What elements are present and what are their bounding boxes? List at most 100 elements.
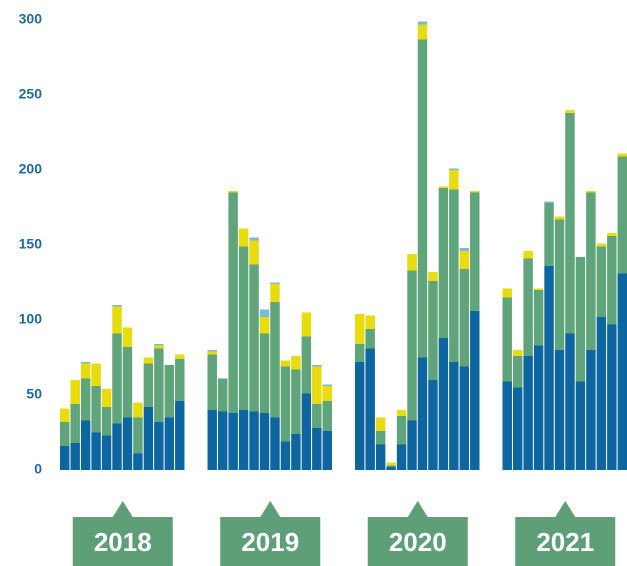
year-badge (220, 501, 321, 566)
bar-segment (143, 357, 154, 364)
bar-segment (112, 306, 122, 334)
bar-segment (365, 315, 375, 329)
group-label: 2020 (389, 527, 447, 557)
bar-segment (386, 465, 396, 467)
bar-segment (322, 386, 332, 401)
bar-segment (438, 338, 449, 470)
bar-segment (228, 192, 238, 413)
bar-segment (407, 254, 417, 271)
bar-segment (523, 258, 533, 356)
bar-segment (607, 233, 617, 236)
year-badge (72, 501, 173, 566)
bar-segment (544, 203, 554, 266)
bar-segment (586, 191, 596, 193)
bar-segment (312, 428, 322, 470)
y-tick-label: 200 (19, 161, 43, 177)
bar-segment (617, 153, 627, 157)
bar-segment (449, 168, 459, 170)
bar-segment (143, 407, 154, 470)
bar-segment (164, 365, 175, 418)
bar-segment (607, 324, 617, 470)
bar-segment (175, 354, 185, 359)
bar-segment (533, 345, 544, 470)
bar-segment (101, 407, 112, 436)
bar-segment (417, 21, 428, 25)
year-badge (515, 501, 616, 566)
bar-segment (291, 369, 301, 434)
bar-segment (207, 350, 217, 352)
y-tick-label: 250 (19, 86, 43, 102)
bar-segment (396, 444, 407, 470)
bar-segment (301, 393, 312, 470)
bar-segment (238, 228, 249, 247)
bar-segment (122, 327, 133, 347)
bar-segment (502, 297, 512, 382)
bar-segment (470, 192, 480, 311)
bar-segment (470, 191, 480, 193)
y-tick-label: 150 (19, 236, 43, 252)
group-label: 2018 (94, 527, 152, 557)
bar-segment (533, 290, 544, 346)
bar-segment (470, 311, 480, 470)
bar-segment (459, 269, 470, 367)
bar-segment (586, 192, 596, 350)
bar-segment (607, 236, 617, 325)
bar-segment (164, 417, 175, 470)
group-label: 2021 (536, 527, 594, 557)
y-tick-label: 0 (34, 461, 42, 477)
bar-segment (396, 416, 407, 445)
bar-segment (386, 467, 396, 470)
bar-segment (217, 378, 228, 412)
bar-segment (60, 408, 70, 422)
bar-segment (449, 362, 459, 470)
bar-segment (112, 333, 122, 424)
bar-segment (143, 363, 154, 407)
bar-segment (312, 366, 322, 404)
bar-segment (322, 384, 332, 386)
bar-segment (355, 344, 365, 362)
bar-segment (91, 363, 101, 386)
bar-segment (396, 410, 407, 416)
bar-segment (207, 351, 217, 355)
bar-segment (554, 216, 565, 220)
bar-segment (259, 413, 270, 470)
bar-segment (375, 444, 386, 470)
bar-segment (112, 423, 122, 470)
bar-segment (459, 248, 470, 251)
bar-segment (301, 336, 312, 394)
bar-segment (438, 188, 449, 338)
bar-segment (249, 237, 259, 241)
bar-segment (70, 380, 80, 404)
bar-segment (386, 462, 396, 466)
year-badge (367, 501, 468, 566)
bar-segment (575, 381, 586, 470)
bar-segment (259, 309, 270, 317)
bar-segment (280, 366, 291, 442)
bar-segment (554, 219, 565, 350)
y-tick-label: 300 (19, 11, 43, 27)
bar-segment (544, 201, 554, 203)
bar-segment (280, 360, 291, 367)
bar-segment (533, 288, 544, 290)
bar-segment (80, 378, 91, 421)
bar-segment (438, 186, 449, 188)
bar-segment (565, 333, 575, 470)
bar-segment (428, 380, 438, 470)
bar-segment (449, 189, 459, 362)
y-tick-label: 50 (26, 386, 42, 402)
bar-segment (249, 264, 259, 412)
y-tick-label: 100 (19, 311, 43, 327)
bar-segment (122, 417, 133, 470)
bar-segment (586, 350, 596, 470)
bar-segment (544, 266, 554, 470)
bar-segment (270, 282, 280, 284)
bar-segment (238, 410, 249, 470)
bar-segment (154, 344, 164, 346)
bar-segment (596, 317, 607, 470)
bar-segment (512, 350, 523, 356)
bar-segment (312, 365, 322, 367)
bar-segment (575, 257, 586, 382)
bar-segment (375, 417, 386, 431)
bar-segment (502, 288, 512, 298)
